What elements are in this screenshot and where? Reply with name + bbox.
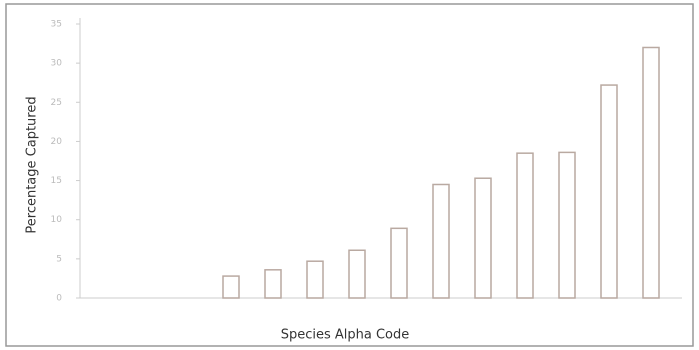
bar xyxy=(348,249,366,299)
y-tick-label: 25 xyxy=(51,98,62,108)
y-tick-label: 0 xyxy=(56,294,62,304)
y-tick-label: 10 xyxy=(51,215,63,225)
bar xyxy=(600,84,618,299)
bar xyxy=(558,151,576,299)
y-tick-label: 15 xyxy=(51,176,62,186)
bar xyxy=(516,152,534,299)
y-tick-label: 30 xyxy=(51,59,63,69)
y-tick-label: 35 xyxy=(51,20,62,30)
bar xyxy=(642,46,660,299)
bar xyxy=(474,177,492,299)
y-tick-label: 20 xyxy=(51,137,63,147)
y-tick-label: 5 xyxy=(56,254,62,264)
x-axis-label: Species Alpha Code xyxy=(281,328,410,343)
bar xyxy=(390,227,408,299)
bar xyxy=(432,183,450,299)
bar xyxy=(306,260,324,299)
y-axis-label: Percentage Captured xyxy=(25,96,40,233)
bar xyxy=(222,275,240,299)
bar xyxy=(264,269,282,299)
